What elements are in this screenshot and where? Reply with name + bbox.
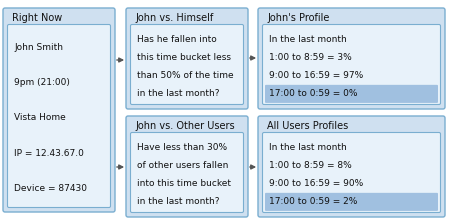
Text: In the last month: In the last month [269, 35, 347, 44]
Text: Has he fallen into: Has he fallen into [137, 35, 217, 44]
Text: Have less than 30%: Have less than 30% [137, 143, 227, 152]
FancyBboxPatch shape [258, 116, 445, 217]
Text: into this time bucket: into this time bucket [137, 179, 231, 188]
Text: John vs. Himself: John vs. Himself [135, 13, 213, 23]
FancyBboxPatch shape [263, 133, 440, 213]
FancyBboxPatch shape [126, 116, 248, 217]
FancyBboxPatch shape [131, 133, 243, 213]
Text: this time bucket less: this time bucket less [137, 53, 231, 62]
Text: IP = 12.43.67.0: IP = 12.43.67.0 [14, 149, 84, 158]
FancyBboxPatch shape [8, 25, 110, 208]
Text: 17:00 to 0:59 = 2%: 17:00 to 0:59 = 2% [269, 197, 357, 206]
Text: 9:00 to 16:59 = 90%: 9:00 to 16:59 = 90% [269, 179, 363, 188]
FancyBboxPatch shape [258, 8, 445, 109]
Text: 17:00 to 0:59 = 0%: 17:00 to 0:59 = 0% [269, 89, 357, 98]
Text: John Smith: John Smith [14, 43, 63, 52]
Text: All Users Profiles: All Users Profiles [267, 121, 348, 131]
Text: Right Now: Right Now [12, 13, 62, 23]
Text: in the last month?: in the last month? [137, 89, 220, 98]
Text: Device = 87430: Device = 87430 [14, 184, 87, 193]
Text: Vista Home: Vista Home [14, 114, 66, 122]
Text: in the last month?: in the last month? [137, 197, 220, 206]
Text: John vs. Other Users: John vs. Other Users [135, 121, 235, 131]
Text: 9:00 to 16:59 = 97%: 9:00 to 16:59 = 97% [269, 71, 363, 80]
Text: 1:00 to 8:59 = 8%: 1:00 to 8:59 = 8% [269, 161, 352, 170]
FancyBboxPatch shape [265, 85, 438, 103]
FancyBboxPatch shape [3, 8, 115, 212]
FancyBboxPatch shape [131, 25, 243, 105]
Text: of other users fallen: of other users fallen [137, 161, 229, 170]
Text: In the last month: In the last month [269, 143, 347, 152]
FancyBboxPatch shape [265, 193, 438, 211]
Text: than 50% of the time: than 50% of the time [137, 71, 233, 80]
Text: 9pm (21:00): 9pm (21:00) [14, 78, 70, 87]
Text: John's Profile: John's Profile [267, 13, 330, 23]
Text: 1:00 to 8:59 = 3%: 1:00 to 8:59 = 3% [269, 53, 352, 62]
FancyBboxPatch shape [263, 25, 440, 105]
FancyBboxPatch shape [126, 8, 248, 109]
